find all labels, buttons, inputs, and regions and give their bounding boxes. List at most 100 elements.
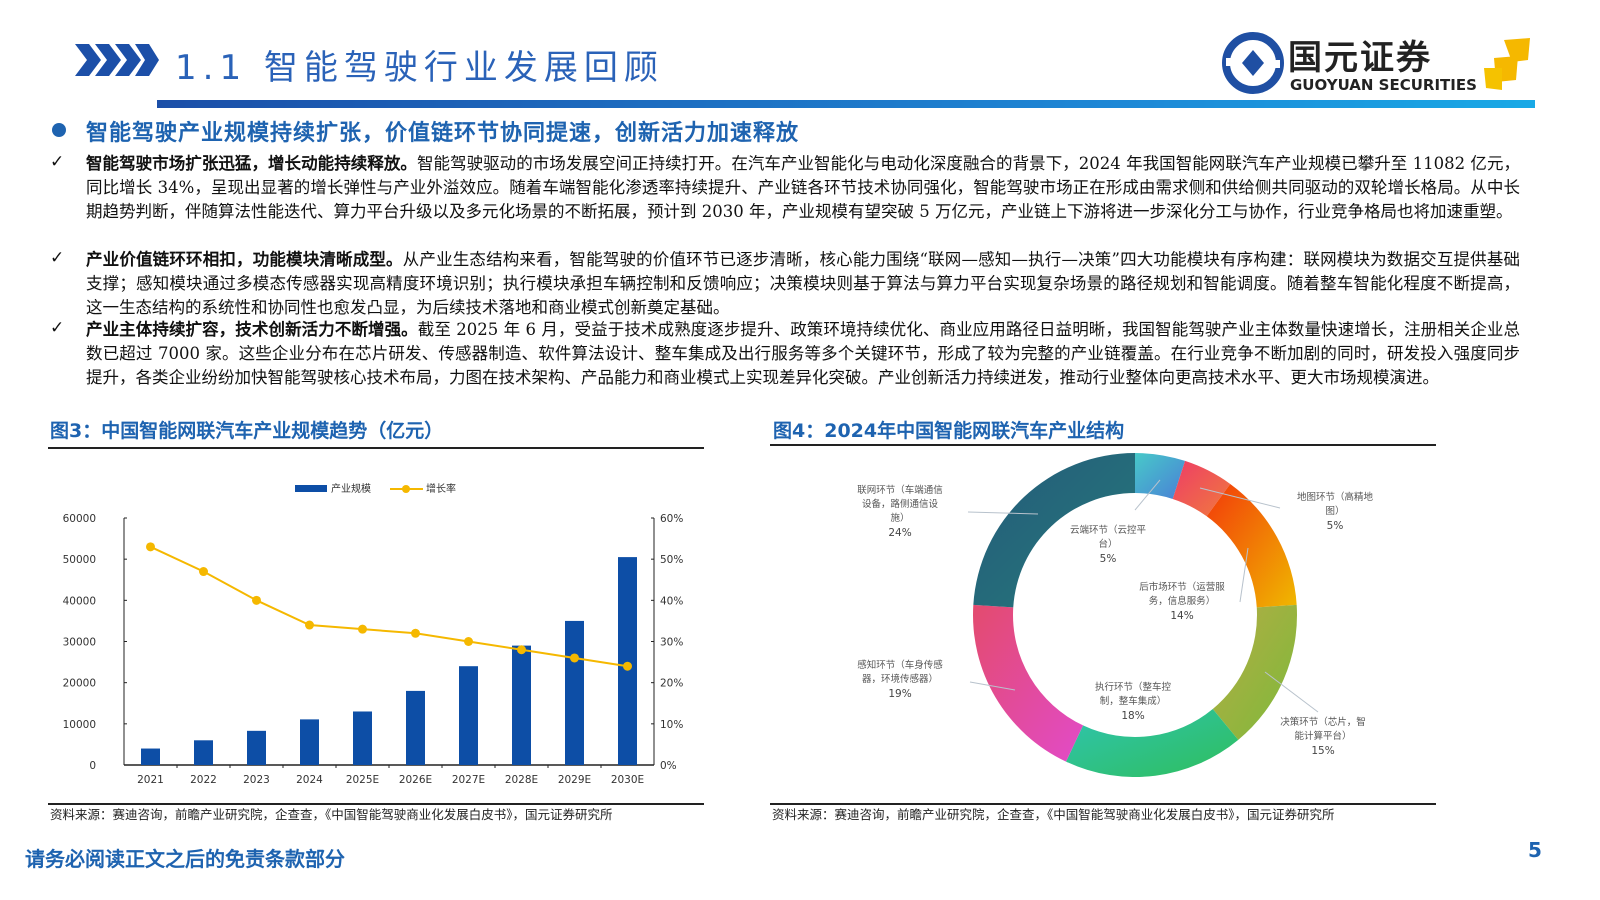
- growth-point-2022: [199, 567, 208, 577]
- slice-pct: 15%: [1311, 745, 1334, 757]
- x-tick-label: 2028E: [505, 774, 538, 786]
- x-tick-label: 2030E: [611, 774, 644, 786]
- paragraph-lead: 智能驾驶市场扩张迅猛，增长动能持续释放。: [86, 154, 417, 173]
- slice-label-line: 地图环节（高精地: [1297, 491, 1374, 503]
- paragraph-lead: 产业价值链环环相扣，功能模块清晰成型。: [86, 250, 403, 269]
- paragraph-body: 截至 2025 年 6 月，受益于技术成熟度逐步提升、政策环境持续优化、商业应用…: [86, 320, 1521, 387]
- gold-squares-icon: [1484, 38, 1530, 90]
- x-tick-label: 2021: [137, 774, 164, 786]
- slice-label: 执行环节（整车控制，整车集成）: [1095, 681, 1172, 707]
- slice-label-line: 执行环节（整车控: [1095, 681, 1172, 693]
- check-icon: ✓: [50, 248, 65, 268]
- growth-rate-line: [150, 545, 628, 668]
- donut-slice-3: [1212, 604, 1297, 740]
- bar-2029E: [565, 620, 584, 765]
- check-icon: ✓: [50, 318, 65, 338]
- legend-line-label: 增长率: [426, 482, 456, 495]
- growth-point-2026E: [411, 628, 420, 638]
- slice-label-line: 务，信息服务）: [1149, 595, 1216, 607]
- growth-point-2029E: [570, 653, 579, 663]
- slice-label-line: 后市场环节（运营服: [1139, 581, 1225, 593]
- page-number: 5: [1528, 838, 1542, 862]
- slice-label-line: 感知环节（车身传感: [857, 659, 943, 671]
- x-tick-label: 2024: [296, 774, 323, 786]
- y-tick-label: 60000: [63, 513, 96, 525]
- donut-slice-5: [973, 604, 1084, 762]
- bar-2021: [141, 748, 160, 765]
- paragraph-3: 产业主体持续扩容，技术创新活力不断增强。截至 2025 年 6 月，受益于技术成…: [86, 318, 1520, 390]
- y-tick-label: 40000: [63, 595, 96, 607]
- figure-4-source: 资料来源：赛迪咨询，前瞻产业研究院，企查查，《中国智能驾驶商业化发展白皮书》，国…: [772, 807, 1335, 822]
- bar-2028E: [512, 645, 531, 765]
- slice-pct: 24%: [888, 527, 911, 539]
- donut-slice-2: [1206, 483, 1297, 608]
- y2-tick-label: 10%: [660, 719, 683, 731]
- slice-label: 云端环节（云控平台）: [1070, 524, 1147, 550]
- bar-2023: [247, 730, 266, 765]
- guoyuan-logo-icon: [1222, 32, 1284, 94]
- donut-slice-4: [1066, 709, 1239, 777]
- bar-2025E: [353, 711, 372, 765]
- paragraph-body: 从产业生态结构来看，智能驾驶的价值环节已逐步清晰，核心能力围绕“联网—感知—执行…: [86, 250, 1520, 317]
- growth-point-2023: [252, 595, 261, 605]
- bar-2024: [300, 719, 319, 765]
- x-tick-label: 2026E: [399, 774, 432, 786]
- slice-label: 决策环节（芯片，智能计算平台）: [1280, 716, 1366, 742]
- slice-pct: 5%: [1100, 553, 1117, 565]
- figure-3-title: 图3：中国智能网联汽车产业规模趋势（亿元）: [50, 420, 444, 442]
- slice-pct: 19%: [888, 688, 911, 700]
- paragraph-lead: 产业主体持续扩容，技术创新活力不断增强。: [86, 320, 418, 339]
- industry-scale-chart: 0 10000 20000 30000 40000 50000 60000 0% 10% 20% 3…: [63, 482, 684, 786]
- legend-bar-label: 产业规模: [331, 482, 371, 495]
- slice-label-line: 施）: [890, 512, 909, 524]
- y-tick-label: 0: [89, 760, 96, 772]
- legend-bar-swatch: [295, 485, 327, 492]
- bullet-icon: [52, 123, 66, 137]
- slice-label: 后市场环节（运营服务，信息服务）: [1139, 581, 1225, 607]
- bar-2026E: [406, 690, 425, 765]
- check-icon: ✓: [50, 152, 65, 172]
- figure-4-rule: [770, 444, 1436, 446]
- paragraph-body: 智能驾驶驱动的市场发展空间正持续打开。在汽车产业智能化与电动化深度融合的背景下，…: [86, 154, 1521, 221]
- figure-3-source: 资料来源：赛迪咨询，前瞻产业研究院，企查查，《中国智能驾驶商业化发展白皮书》，国…: [50, 807, 613, 822]
- y2-tick-label: 60%: [660, 513, 683, 525]
- y-tick-label: 30000: [63, 637, 96, 649]
- slice-label-line: 决策环节（芯片，智: [1280, 716, 1366, 728]
- slice-label-line: 制，整车集成）: [1100, 695, 1167, 707]
- leader-line: [1264, 671, 1319, 713]
- slice-label-line: 设备，路侧通信设: [862, 498, 939, 510]
- y2-tick-label: 0%: [660, 760, 677, 772]
- logo-text-cn: 国元证券: [1288, 38, 1432, 78]
- slice-label-line: 能计算平台）: [1294, 730, 1351, 742]
- growth-point-2030E: [623, 661, 632, 671]
- leader-line: [969, 681, 1016, 691]
- y-tick-label: 20000: [63, 678, 96, 690]
- growth-point-2024: [305, 620, 314, 630]
- leader-line: [1199, 487, 1281, 509]
- bar-2022: [194, 740, 213, 765]
- growth-point-2021: [146, 542, 155, 552]
- slice-label-line: 联网环节（车端通信: [857, 484, 943, 496]
- slice-label: 地图环节（高精地图）: [1297, 491, 1374, 517]
- slice-label-line: 器，环境传感器）: [862, 673, 938, 685]
- logo-text-en: GUOYUAN SECURITIES: [1290, 76, 1477, 94]
- slice-label-line: 图）: [1325, 505, 1344, 517]
- slice-pct: 5%: [1327, 520, 1344, 532]
- y2-tick-label: 20%: [660, 678, 683, 690]
- bar-2030E: [618, 557, 637, 765]
- slice-label-line: 云端环节（云控平: [1070, 524, 1147, 536]
- x-tick-label: 2025E: [346, 774, 379, 786]
- y-tick-label: 10000: [63, 719, 96, 731]
- slice-label: 感知环节（车身传感器，环境传感器）: [857, 659, 943, 685]
- donut-slice-0: [1135, 453, 1186, 499]
- figure-3-rule: [48, 447, 704, 449]
- y2-tick-label: 30%: [660, 637, 683, 649]
- x-tick-label: 2029E: [558, 774, 591, 786]
- section-title: 1.1 智能驾驶行业发展回顾: [175, 48, 664, 88]
- growth-point-2028E: [517, 645, 526, 655]
- y2-tick-label: 40%: [660, 595, 683, 607]
- growth-point-2025E: [358, 624, 367, 634]
- slice-label: 联网环节（车端通信设备，路侧通信设施）: [857, 484, 943, 524]
- x-tick-label: 2027E: [452, 774, 485, 786]
- disclaimer-footer: 请务必阅读正文之后的免责条款部分: [25, 847, 345, 871]
